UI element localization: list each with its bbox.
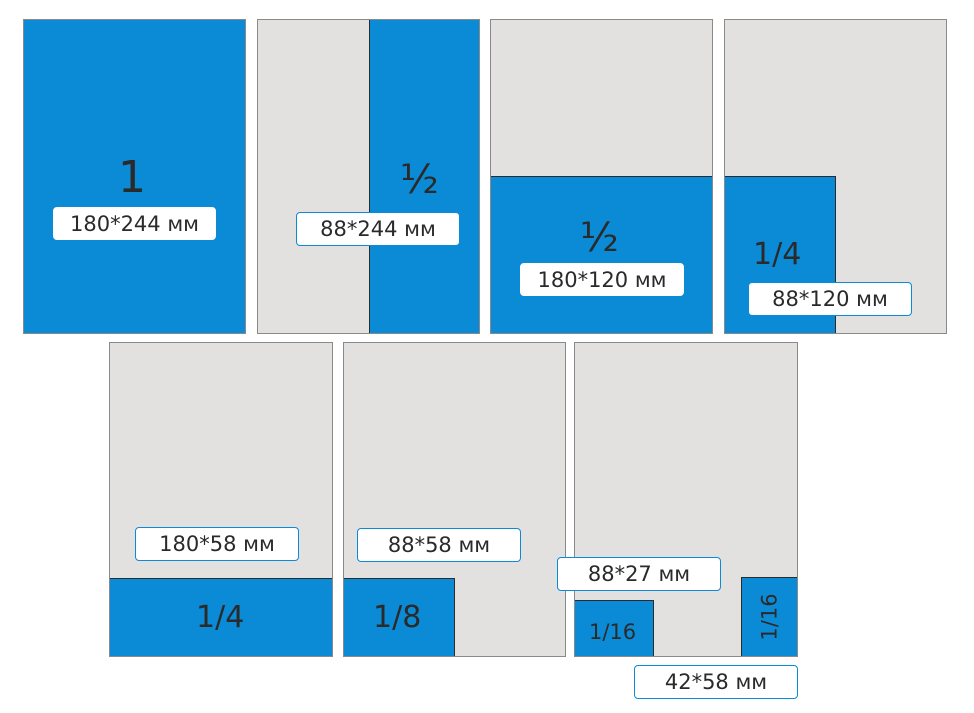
ad-block-half-vertical xyxy=(369,20,479,333)
ad-block-full xyxy=(24,20,245,333)
fraction-label: 1/4 xyxy=(753,237,802,272)
fraction-label-vertical: 1/16 xyxy=(757,593,782,641)
ad-block-half-horizontal xyxy=(491,176,712,333)
size-label: 88*27 мм xyxy=(557,557,721,591)
size-label: 88*244 мм xyxy=(296,212,460,246)
page-panel-full xyxy=(23,19,246,334)
size-label: 88*58 мм xyxy=(357,528,521,562)
page-panel-eighth xyxy=(343,342,566,657)
page-panel-sixteenth xyxy=(574,342,798,657)
ad-block-eighth xyxy=(344,578,455,656)
fraction-label: 1/16 xyxy=(589,620,637,644)
size-label-secondary: 42*58 мм xyxy=(634,665,798,699)
size-label: 180*120 мм xyxy=(520,263,684,296)
fraction-label: 1/4 xyxy=(196,600,245,635)
page-panel-half-vertical xyxy=(257,19,480,334)
fraction-label: 1 xyxy=(118,152,146,203)
fraction-label: 1/8 xyxy=(373,600,422,635)
page-panel-quarter-strip xyxy=(109,342,333,657)
fraction-label: ½ xyxy=(400,157,439,203)
size-label: 88*120 мм xyxy=(748,282,912,316)
ad-block-quarter-strip xyxy=(110,578,332,656)
size-label: 180*244 мм xyxy=(53,207,216,240)
ad-block-sixteenth-vertical xyxy=(741,577,797,656)
size-label: 180*58 мм xyxy=(135,527,299,561)
fraction-label: ½ xyxy=(580,215,619,261)
ad-block-sixteenth-horizontal xyxy=(575,600,654,656)
